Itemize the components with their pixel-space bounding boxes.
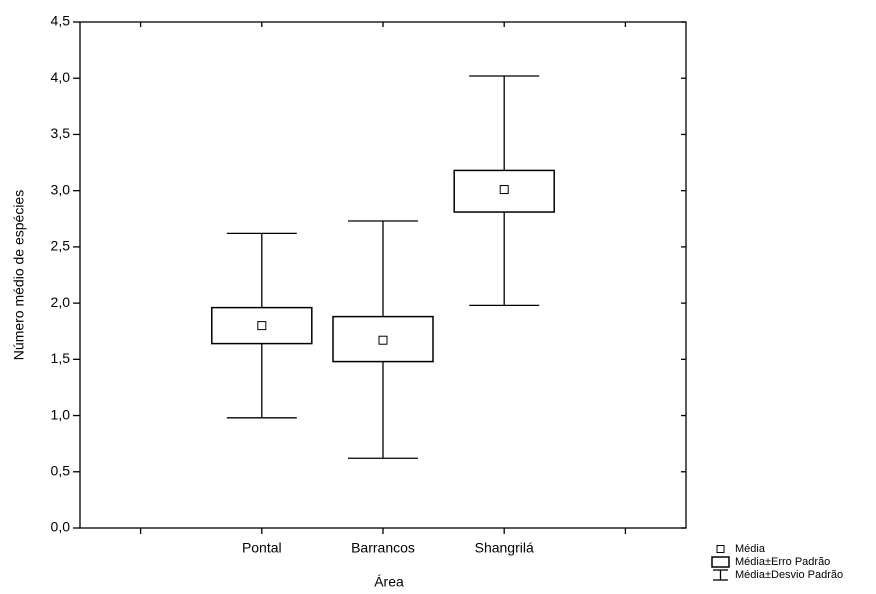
y-axis-label: Número médio de espécies [11,190,27,360]
x-tick-label: Barrancos [351,540,415,556]
mean-marker [257,321,267,331]
y-tick-label: 3,0 [51,181,71,197]
y-tick-label: 1,5 [51,350,71,366]
legend-label: Média [735,543,766,555]
mean-marker [499,185,509,195]
y-tick-label: 3,5 [51,125,71,141]
y-tick-label: 4,5 [51,13,71,29]
y-tick-label: 4,0 [51,69,71,85]
legend-icon-mean [716,545,725,553]
y-tick-label: 0,5 [51,462,71,478]
mean-marker [378,335,388,345]
y-tick-label: 0,0 [51,519,71,535]
y-tick-label: 1,0 [51,406,71,422]
legend-label: Média±Desvio Padrão [735,569,843,581]
y-tick-label: 2,0 [51,294,71,310]
x-axis-label: Área [374,574,404,590]
x-tick-label: Shangrilá [475,540,534,556]
y-tick-label: 2,5 [51,238,71,254]
legend-label: Média±Erro Padrão [735,556,830,568]
legend-icon-box [711,556,730,568]
x-tick-label: Pontal [242,540,282,556]
